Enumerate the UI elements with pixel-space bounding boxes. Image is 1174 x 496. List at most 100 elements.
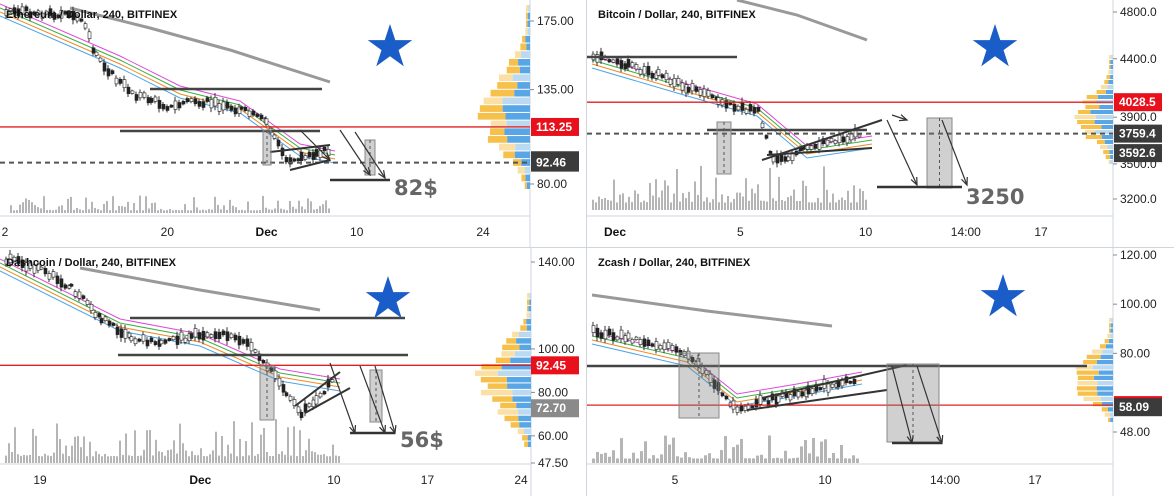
price-tag-label: 113.25 (536, 120, 572, 134)
volume-profile-bar (516, 402, 531, 409)
volume-bar (760, 200, 762, 210)
price-tag (531, 399, 579, 418)
wedge-line (289, 159, 331, 171)
volume-bar (853, 185, 855, 210)
wedge-line (766, 147, 873, 156)
candle (299, 151, 304, 162)
volume-bar (640, 202, 642, 210)
volume-bar (184, 204, 186, 213)
volume-bar (275, 419, 277, 463)
volume-bar (143, 449, 145, 463)
candle (272, 134, 277, 139)
volume-bar (768, 435, 771, 463)
candle (698, 89, 703, 96)
volume-bar (764, 458, 767, 463)
volume-bar (244, 210, 246, 213)
volume-bar (811, 202, 813, 210)
candle (676, 78, 681, 85)
price-tag (531, 356, 579, 375)
volume-bar (196, 207, 198, 213)
candle (145, 339, 150, 347)
volume-profile-bar (1098, 370, 1113, 375)
volume-bar (787, 197, 789, 210)
volume-bar (113, 455, 115, 463)
candle (292, 158, 297, 162)
volume-bar (227, 444, 229, 463)
y-tick-label: 80.00 (1120, 346, 1150, 360)
volume-bar (732, 447, 735, 463)
volume-profile-bar (1110, 75, 1113, 79)
volume-profile-bar (1096, 140, 1105, 144)
candle (330, 379, 335, 383)
volume-profile-bar (487, 136, 508, 143)
volume-bar (145, 196, 147, 213)
volume-bar (112, 196, 114, 213)
volume-bar (212, 450, 214, 463)
volume-bar (272, 455, 274, 463)
candle (103, 316, 108, 321)
projection-arrow (891, 365, 913, 444)
volume-bar (185, 450, 187, 463)
candle (47, 273, 52, 280)
volume-bar (733, 199, 735, 210)
volume-bar (298, 200, 300, 213)
candle (813, 143, 818, 149)
volume-bar (158, 451, 160, 463)
measure-box (262, 129, 272, 166)
volume-bar (325, 200, 327, 213)
volume-bar (328, 208, 330, 213)
volume-profile-bar (1103, 150, 1110, 154)
chart-title: Bitcoin / Dollar, 240, BITFINEX (598, 9, 756, 21)
volume-profile-bar (508, 58, 519, 66)
volume-bar (190, 210, 192, 213)
volume-bar (5, 455, 7, 463)
volume-profile-bar (526, 12, 528, 20)
candle (28, 11, 33, 19)
volume-bar (612, 450, 615, 463)
x-tick-label: Dec (189, 473, 211, 487)
volume-bar (856, 202, 858, 210)
candle (702, 88, 707, 97)
candle (706, 90, 711, 97)
chart-panel-bitcoin: 4800.0 4400.0 3900.0 3500.0 3200.0 Dec 5 10 14:0… (587, 0, 1174, 248)
volume-profile-bar (514, 151, 530, 159)
volume-profile-bar (1110, 65, 1113, 69)
volume-profile-bar (1092, 349, 1103, 354)
candle (743, 405, 748, 411)
candle (12, 256, 17, 262)
volume-profile-bar (487, 383, 508, 389)
x-tick-label: 5 (737, 225, 744, 239)
volume-profile-bar (497, 370, 531, 376)
candle (249, 342, 254, 352)
candle (311, 399, 316, 408)
volume-profile-bar (1110, 323, 1113, 328)
volume-profile-bar (1076, 370, 1099, 375)
volume-profile-bar (480, 376, 507, 383)
volume-bar (92, 456, 94, 463)
price-tag-label: 3592.6 (1119, 146, 1156, 160)
candle (288, 395, 293, 401)
y-tick-label: 80.00 (537, 177, 567, 191)
candle (261, 359, 266, 364)
volume-profile-bar (506, 120, 530, 128)
volume-bar (310, 201, 312, 213)
volume-profile-bar (526, 312, 530, 318)
x-tick-label: 2 (2, 225, 9, 239)
volume-profile-bar (528, 305, 531, 312)
volume-bar (658, 197, 660, 210)
candle (163, 339, 168, 344)
volume-profile-bar (490, 89, 515, 97)
volume-bar (692, 458, 695, 463)
candle (591, 325, 596, 333)
volume-bar (841, 197, 843, 210)
volume-bar (796, 457, 799, 463)
volume-profile-bar (524, 182, 527, 189)
candle (159, 340, 164, 345)
candle (672, 78, 677, 88)
volume-profile-bar (1105, 155, 1111, 159)
volume-profile-bar (1094, 375, 1113, 380)
volume-profile-bar (499, 143, 516, 151)
volume-bar (116, 456, 118, 463)
volume-bar (289, 200, 291, 213)
volume-profile-bar (492, 396, 513, 402)
